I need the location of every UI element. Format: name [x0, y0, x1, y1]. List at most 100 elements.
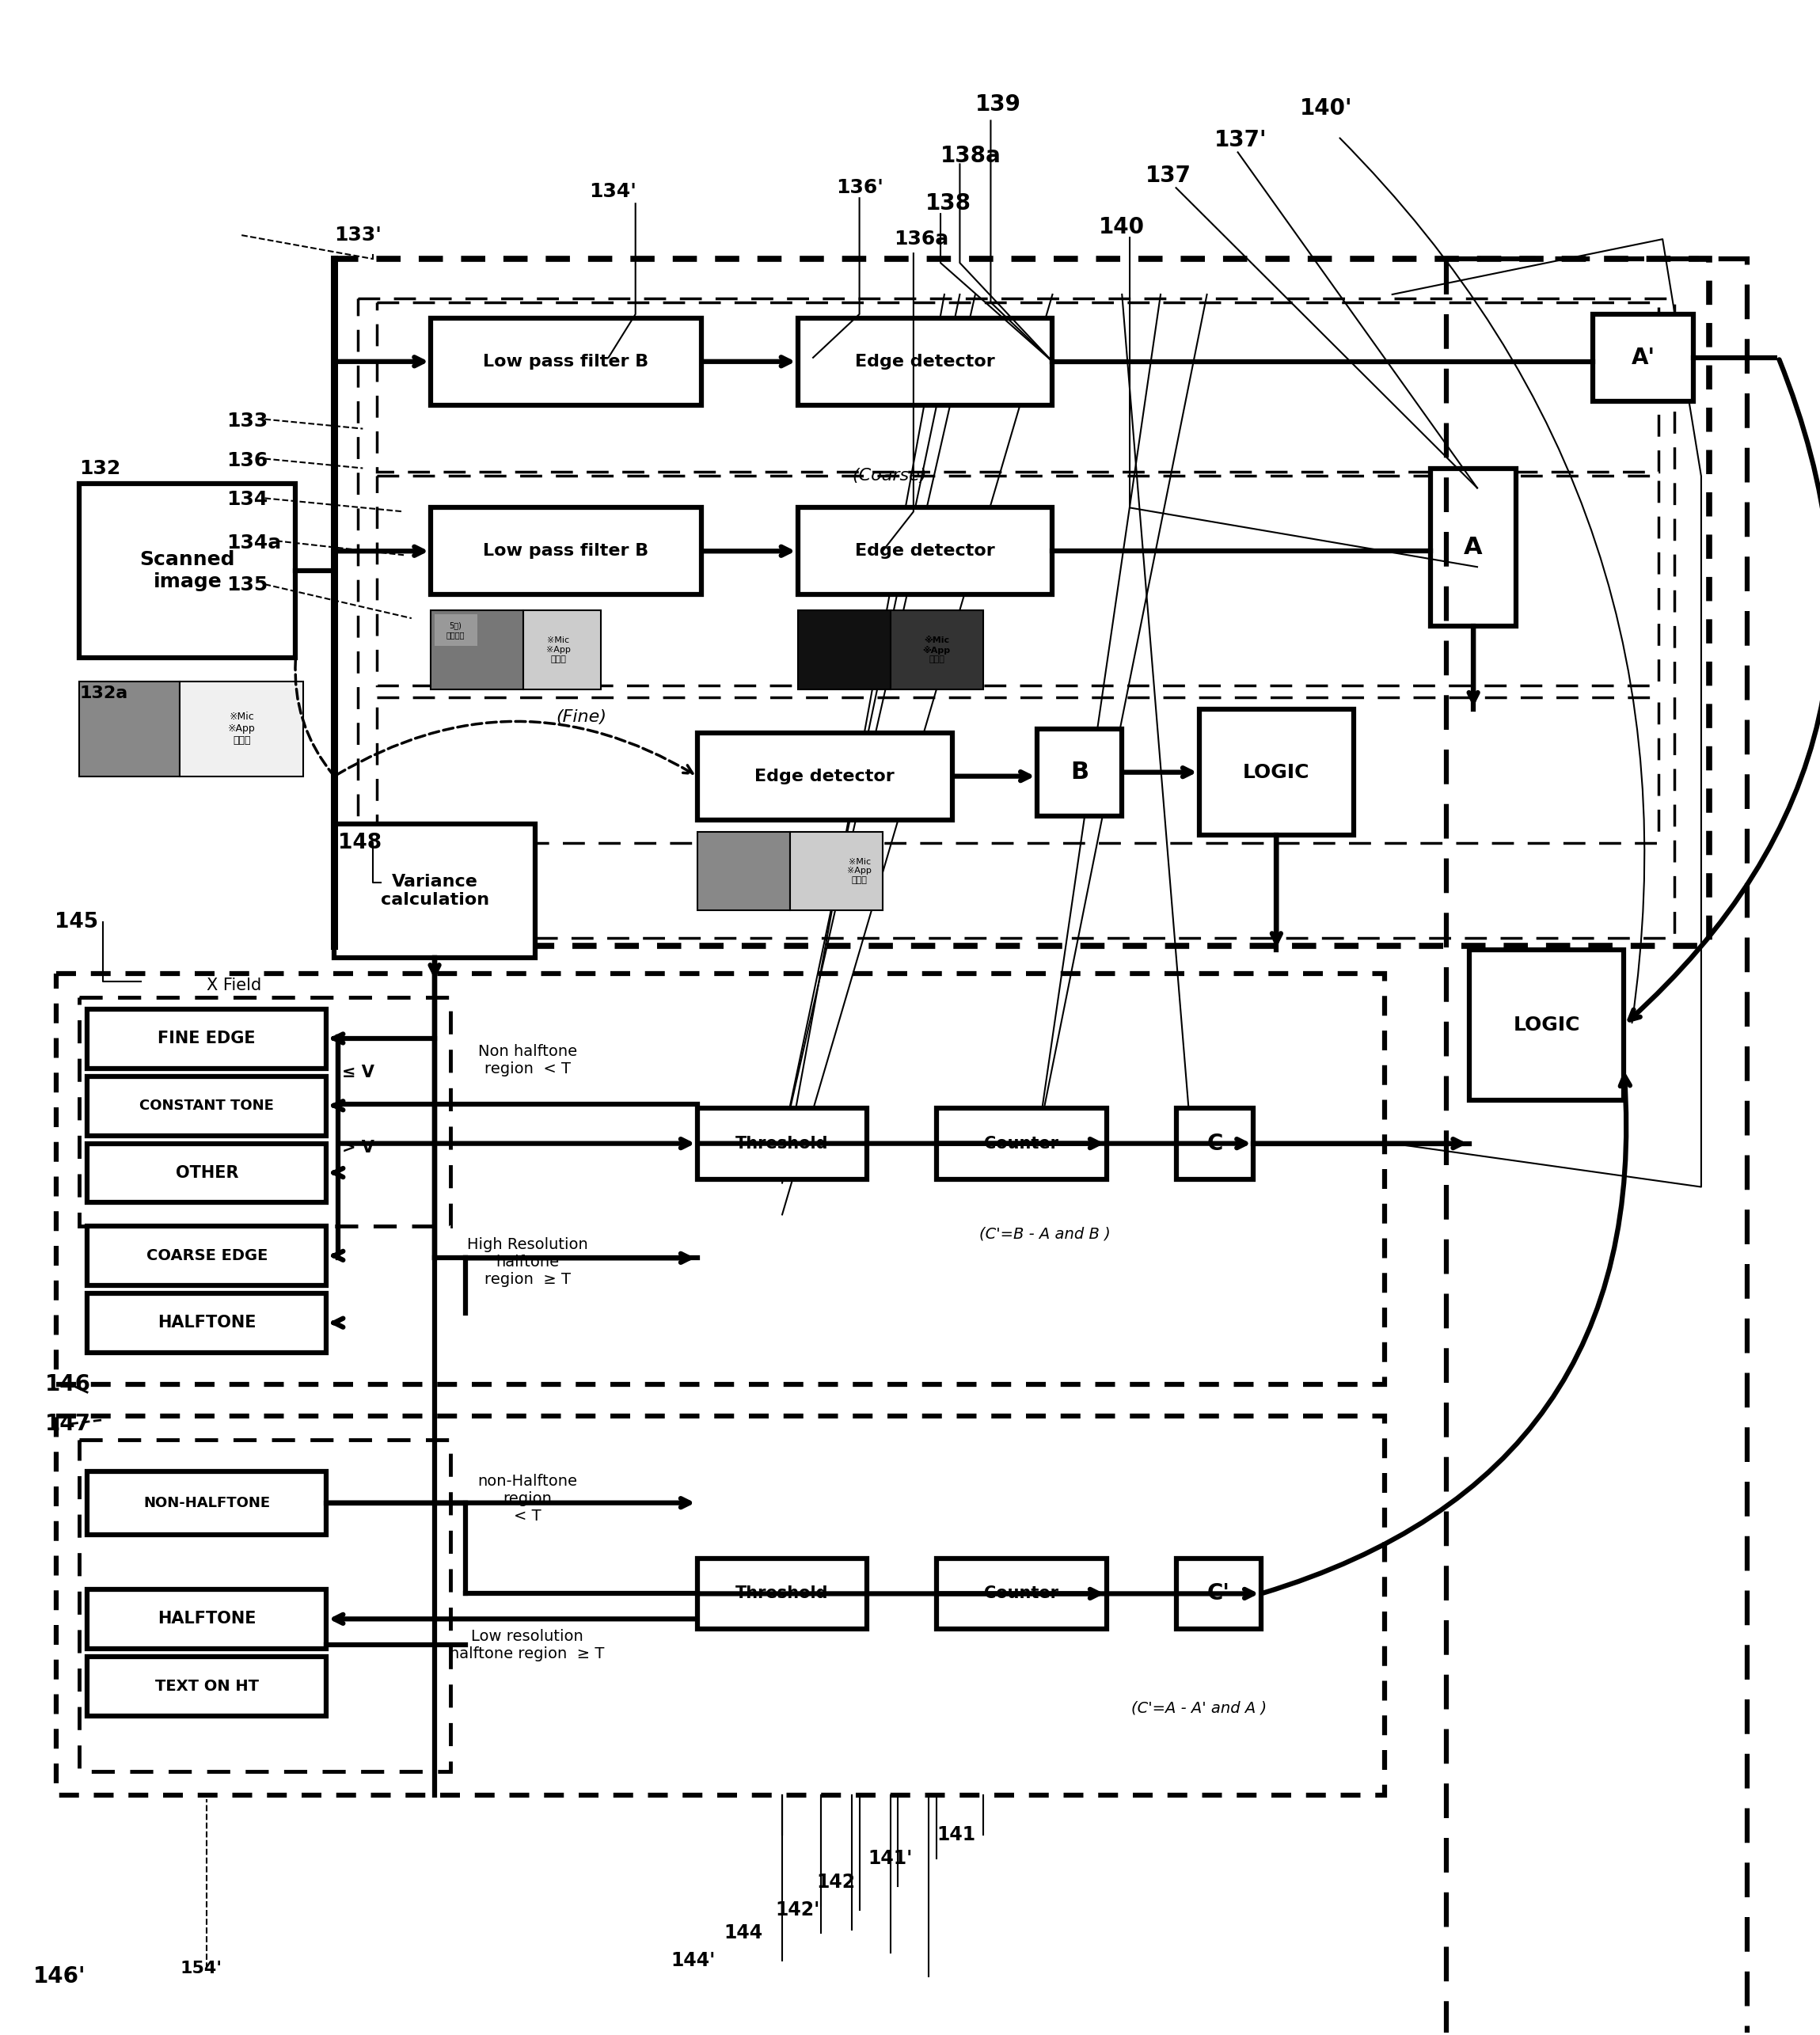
Text: Threshold: Threshold — [735, 1136, 828, 1152]
Text: Low pass filter B: Low pass filter B — [482, 543, 648, 560]
Text: ※Mic
※App
るお問: ※Mic ※App るお問 — [546, 637, 570, 663]
Text: 138: 138 — [925, 193, 972, 214]
Text: OTHER: OTHER — [175, 1164, 238, 1180]
Bar — [1176, 1107, 1254, 1178]
Text: 141: 141 — [937, 1825, 976, 1844]
Bar — [377, 476, 1658, 686]
Bar — [87, 1009, 326, 1068]
Text: CONSTANT TONE: CONSTANT TONE — [140, 1099, 275, 1113]
Bar — [797, 317, 1052, 405]
Text: 5枚)
トアップ: 5枚) トアップ — [446, 621, 464, 639]
Text: ※Mic
※App
るお問: ※Mic ※App るお問 — [228, 712, 255, 747]
Text: 132a: 132a — [80, 686, 127, 702]
Bar — [87, 1227, 326, 1286]
Bar — [937, 1107, 1107, 1178]
Text: 132: 132 — [80, 458, 120, 478]
Text: High Resolution
halftone
region  ≥ T: High Resolution halftone region ≥ T — [468, 1237, 588, 1286]
Bar — [1592, 313, 1693, 401]
Text: COARSE EDGE: COARSE EDGE — [146, 1247, 268, 1264]
Bar — [1199, 708, 1354, 836]
Text: 136a: 136a — [894, 230, 948, 248]
Bar — [431, 317, 701, 405]
Bar — [1176, 1559, 1261, 1630]
Text: 133': 133' — [335, 226, 382, 244]
Bar — [435, 615, 477, 645]
Text: LOGIC: LOGIC — [1243, 763, 1310, 781]
Bar — [87, 1144, 326, 1203]
Bar — [80, 997, 450, 1227]
Text: 137: 137 — [1145, 165, 1190, 187]
Text: 139: 139 — [976, 94, 1021, 116]
Text: 138a: 138a — [941, 144, 1001, 167]
Text: (C'=B - A and B ): (C'=B - A and B ) — [979, 1227, 1110, 1241]
Text: 146': 146' — [33, 1966, 86, 1988]
Text: (Coarse): (Coarse) — [852, 468, 926, 484]
Bar — [431, 610, 524, 690]
Bar — [1037, 729, 1121, 816]
Text: 141': 141' — [868, 1848, 912, 1868]
Bar — [790, 832, 883, 910]
Text: 142: 142 — [817, 1872, 855, 1891]
Bar — [697, 733, 952, 820]
Text: Low resolution
halftone region  ≥ T: Low resolution halftone region ≥ T — [450, 1628, 604, 1661]
Bar — [1469, 950, 1623, 1101]
Bar — [87, 1656, 326, 1716]
Text: Variance
calculation: Variance calculation — [380, 873, 490, 908]
Bar — [87, 1294, 326, 1353]
Text: 142': 142' — [775, 1901, 821, 1919]
Bar — [87, 1589, 326, 1648]
Bar — [1447, 258, 1747, 2035]
Text: Edge detector: Edge detector — [755, 769, 895, 783]
Text: Scanned
image: Scanned image — [140, 549, 235, 592]
Text: HALFTONE: HALFTONE — [158, 1612, 257, 1626]
Bar — [697, 832, 790, 910]
Bar — [80, 484, 295, 657]
Bar — [335, 258, 1709, 946]
Text: A': A' — [1631, 346, 1654, 368]
Text: A: A — [1463, 535, 1483, 560]
Text: 144': 144' — [672, 1952, 715, 1970]
Bar — [87, 1077, 326, 1136]
Text: X Field: X Field — [206, 977, 262, 993]
Bar — [697, 1559, 866, 1630]
Text: NON-HALFTONE: NON-HALFTONE — [144, 1496, 269, 1510]
Text: Counter: Counter — [985, 1585, 1059, 1602]
Text: 148: 148 — [339, 832, 382, 853]
Bar — [797, 610, 890, 690]
Text: 140': 140' — [1299, 98, 1352, 120]
Text: > V: > V — [342, 1140, 375, 1156]
Bar — [80, 1439, 450, 1770]
Text: 136: 136 — [226, 452, 268, 470]
Bar — [697, 1107, 866, 1178]
Text: Low pass filter B: Low pass filter B — [482, 354, 648, 370]
Text: 146: 146 — [46, 1374, 91, 1396]
Text: C': C' — [1207, 1583, 1230, 1606]
Bar — [797, 507, 1052, 594]
Text: Edge detector: Edge detector — [855, 354, 996, 370]
Text: ※Mic
※App
るお問: ※Mic ※App るお問 — [846, 859, 872, 883]
Bar — [56, 1416, 1385, 1795]
Text: Non halftone
region  < T: Non halftone region < T — [479, 1044, 577, 1077]
Bar — [87, 1471, 326, 1534]
Text: Counter: Counter — [985, 1136, 1059, 1152]
Text: TEXT ON HT: TEXT ON HT — [155, 1679, 258, 1693]
Text: 145: 145 — [55, 912, 98, 932]
Text: 134a: 134a — [226, 533, 280, 554]
Bar — [377, 303, 1658, 472]
Text: 147: 147 — [46, 1412, 91, 1435]
Text: 154': 154' — [180, 1962, 222, 1976]
Text: FINE EDGE: FINE EDGE — [158, 1030, 257, 1046]
Bar — [357, 299, 1674, 938]
Bar — [80, 682, 180, 775]
Bar — [890, 610, 983, 690]
Bar — [180, 682, 304, 775]
Bar — [1431, 468, 1516, 627]
Text: non-Halftone
region
< T: non-Halftone region < T — [477, 1473, 577, 1524]
Text: HALFTONE: HALFTONE — [158, 1315, 257, 1331]
Bar — [524, 610, 601, 690]
Text: 137': 137' — [1214, 130, 1267, 151]
Bar — [937, 1559, 1107, 1630]
Text: 136': 136' — [835, 179, 885, 197]
Text: Edge detector: Edge detector — [855, 543, 996, 560]
Bar — [335, 824, 535, 958]
